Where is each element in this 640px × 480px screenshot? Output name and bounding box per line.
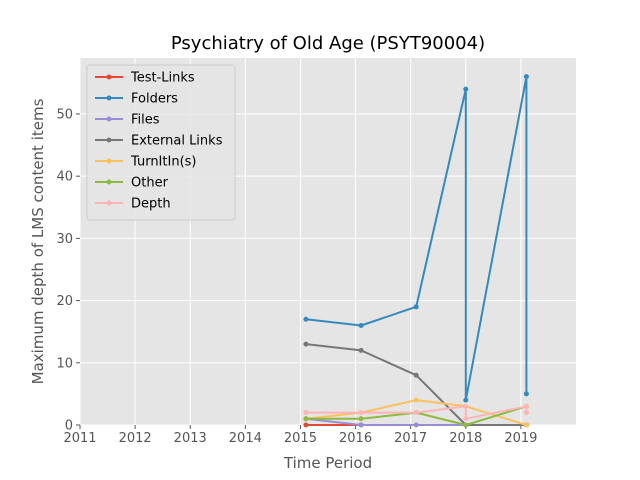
data-point-depth — [358, 410, 364, 416]
x-tick-label: 2011 — [63, 431, 96, 446]
y-tick-label: 20 — [56, 294, 73, 309]
axis-ticks: 2011 2012 2013 2014 2015 2016 2017 2018 2019 0 10 2… — [56, 107, 537, 446]
legend-item: Files — [95, 113, 160, 128]
data-point-folders — [523, 74, 529, 80]
legend-label: Depth — [131, 197, 171, 212]
data-point-folders — [463, 86, 469, 92]
legend-box — [86, 64, 236, 221]
x-tick-label: 2018 — [449, 431, 482, 446]
legend-label: Test-Links — [130, 71, 195, 86]
legend-marker — [106, 200, 112, 206]
series-layer — [303, 74, 529, 428]
data-point-folders — [523, 391, 529, 397]
data-point-turnitin-s — [413, 397, 419, 403]
legend-marker — [106, 116, 112, 122]
legend-item: Depth — [95, 197, 171, 212]
y-tick-label: 0 — [65, 419, 73, 434]
data-point-depth — [523, 403, 529, 409]
y-tick-label: 30 — [56, 232, 73, 247]
data-point-depth — [523, 410, 529, 416]
legend-label: External Links — [131, 134, 223, 149]
legend-marker — [106, 179, 112, 185]
legend-item: External Links — [95, 134, 223, 149]
y-tick-label: 50 — [56, 107, 73, 122]
legend-label: Files — [131, 113, 160, 128]
data-point-external-links — [358, 347, 364, 353]
data-point-folders — [413, 304, 419, 310]
data-point-folders — [303, 316, 309, 322]
chart-title: Psychiatry of Old Age (PSYT90004) — [171, 33, 485, 54]
y-tick-label: 10 — [56, 356, 73, 371]
legend-marker — [106, 158, 112, 164]
data-point-external-links — [413, 372, 419, 378]
data-point-depth — [463, 416, 469, 422]
legend-marker — [106, 137, 112, 143]
data-point-folders — [463, 397, 469, 403]
series-folders — [303, 74, 529, 403]
legend-marker — [106, 95, 112, 101]
legend-item: Folders — [95, 92, 178, 107]
x-tick-label: 2016 — [339, 431, 372, 446]
x-tick-label: 2015 — [284, 431, 317, 446]
x-tick-label: 2013 — [174, 431, 207, 446]
data-point-test-links — [303, 422, 309, 428]
data-point-depth — [463, 403, 469, 409]
data-point-depth — [413, 410, 419, 416]
data-point-other — [463, 422, 469, 428]
data-point-other — [358, 416, 364, 422]
data-point-external-links — [303, 341, 309, 347]
y-tick-label: 40 — [56, 170, 73, 185]
legend-label: Other — [131, 176, 169, 191]
x-tick-label: 2019 — [504, 431, 537, 446]
legend-item: Other — [95, 176, 169, 191]
legend-label: TurnItIn(s) — [130, 155, 196, 170]
legend-item: Test-Links — [95, 71, 195, 86]
y-axis-label: Maximum depth of LMS content items — [29, 98, 47, 384]
data-point-other — [303, 416, 309, 422]
x-axis-label: Time Period — [283, 454, 372, 472]
x-tick-label: 2014 — [229, 431, 262, 446]
series-depth — [303, 403, 529, 422]
data-point-depth — [303, 410, 309, 416]
data-point-folders — [358, 322, 364, 328]
legend-label: Folders — [131, 92, 178, 107]
x-tick-label: 2017 — [394, 431, 427, 446]
x-tick-label: 2012 — [119, 431, 152, 446]
legend: Test-Links Folders Files External Links Turn… — [86, 64, 236, 221]
data-point-files — [413, 422, 419, 428]
data-point-turnitin-s — [523, 422, 529, 428]
legend-item: TurnItIn(s) — [95, 155, 196, 170]
legend-marker — [106, 74, 112, 80]
data-point-files — [358, 422, 364, 428]
